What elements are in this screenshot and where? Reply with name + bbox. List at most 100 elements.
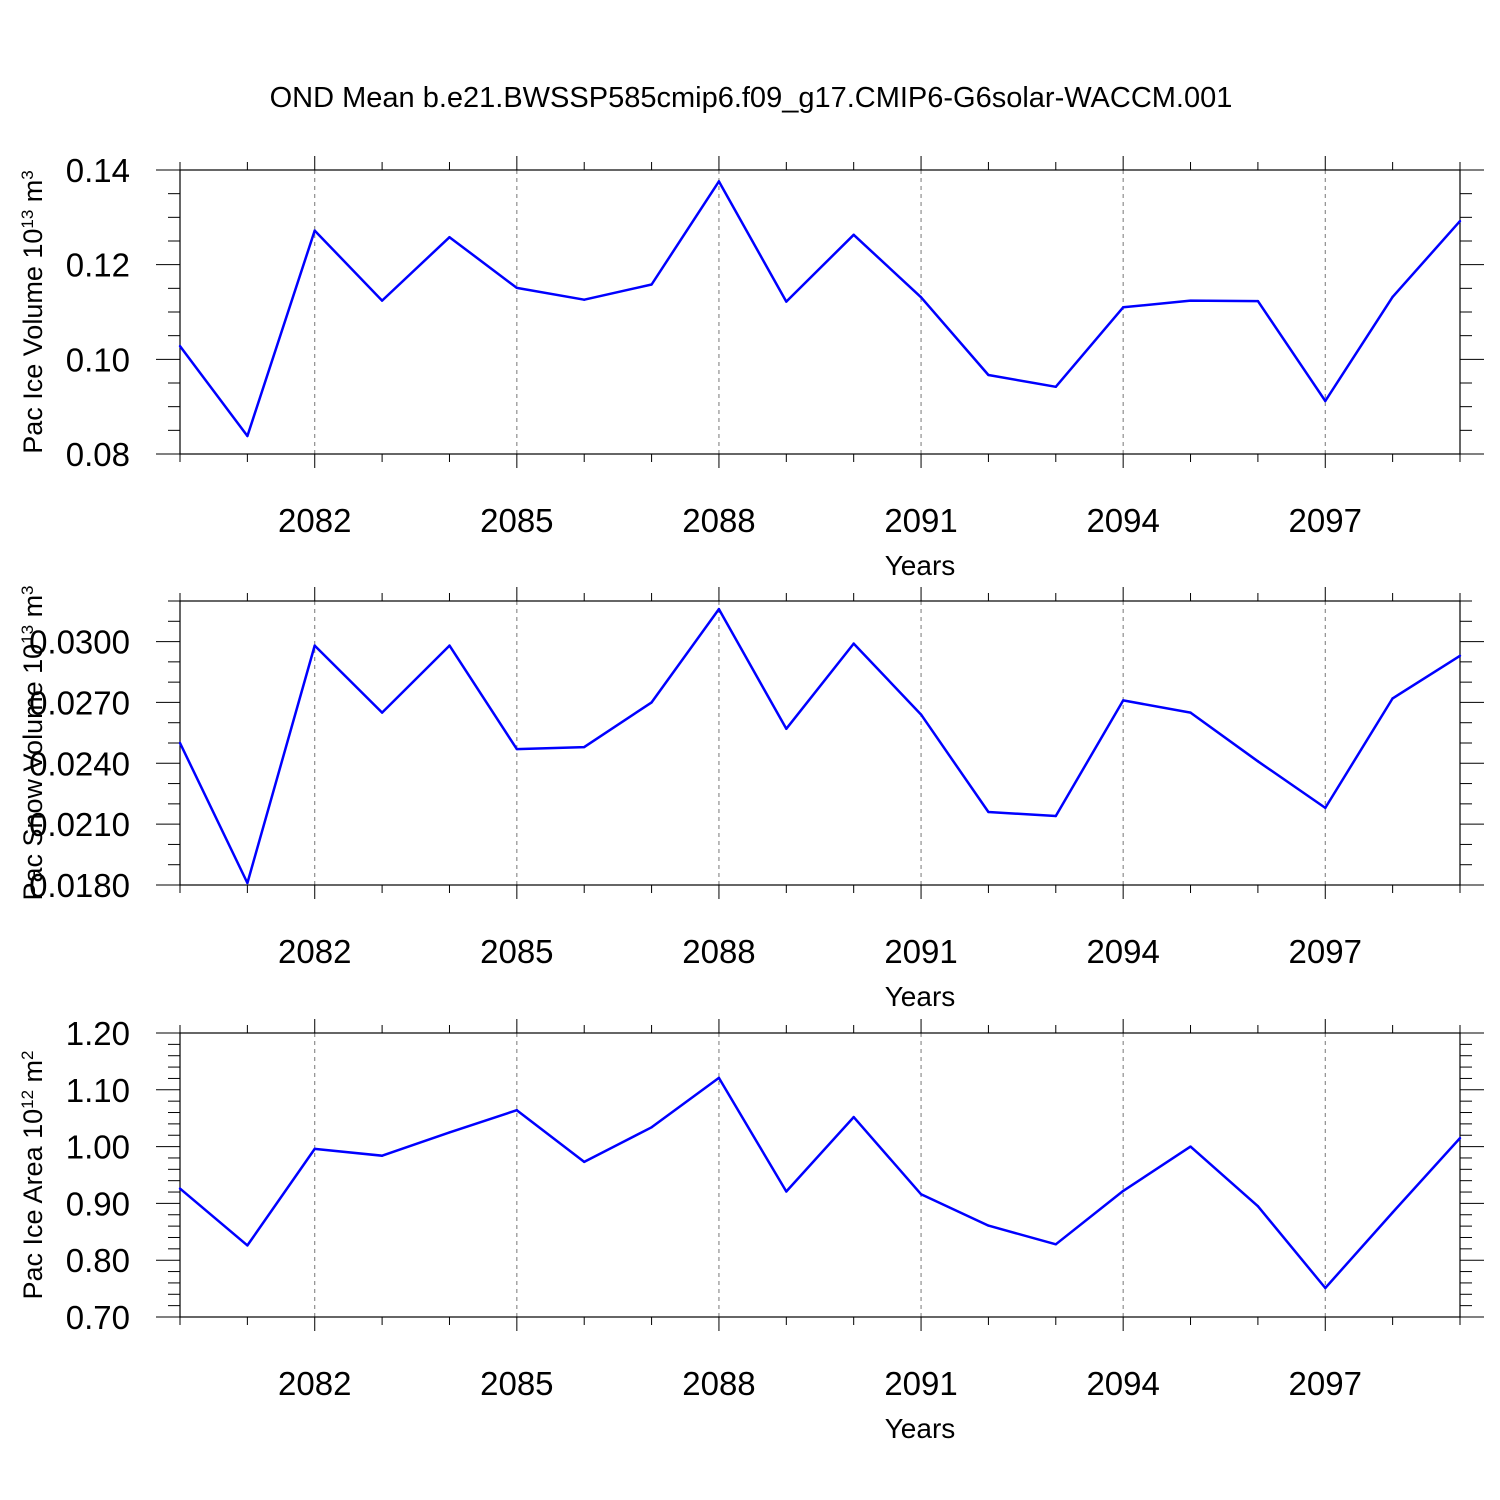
- x-tick-label: 2094: [1086, 933, 1159, 970]
- data-point: [583, 298, 586, 301]
- data-point: [1054, 814, 1057, 818]
- x-tick-label: 2091: [884, 502, 957, 539]
- data-point: [246, 881, 249, 885]
- series-line: [179, 1076, 1461, 1290]
- data-point: [650, 283, 653, 286]
- data-point: [987, 1224, 990, 1227]
- data-point: [852, 1115, 855, 1119]
- data-point: [380, 1154, 384, 1157]
- data-point: [313, 229, 316, 232]
- data-point: [313, 1147, 316, 1151]
- data-point: [650, 701, 653, 704]
- data-point: [1458, 219, 1462, 223]
- data-point: [1256, 299, 1260, 303]
- y-tick-label: 0.14: [66, 152, 130, 189]
- y-axis-label: Pac Ice Area 1012 m2: [18, 1050, 48, 1299]
- plot-frame: [179, 1032, 1461, 1318]
- x-tick-label: 2082: [278, 502, 351, 539]
- data-point: [1189, 299, 1192, 302]
- data-point: [1121, 306, 1125, 309]
- series-line: [178, 607, 1461, 885]
- figure-title: OND Mean b.e21.BWSSP585cmip6.f09_g17.CMI…: [270, 82, 1233, 114]
- y-tick-label: 0.08: [66, 436, 130, 473]
- data-point: [1256, 760, 1260, 763]
- y-tick-label: 0.0240: [29, 745, 130, 782]
- data-point: [448, 236, 451, 239]
- data-point: [313, 644, 316, 647]
- data-point: [178, 1187, 182, 1190]
- data-point: [448, 644, 451, 647]
- x-tick-label: 2088: [682, 933, 755, 970]
- y-tick-label: 1.20: [66, 1015, 130, 1052]
- data-point: [1189, 711, 1192, 714]
- x-axis-label: Years: [885, 981, 956, 1012]
- y-tick-label: 0.0270: [29, 684, 130, 721]
- data-point: [246, 434, 249, 438]
- x-tick-label: 2091: [884, 1365, 957, 1402]
- y-tick-label: 0.80: [66, 1242, 130, 1279]
- data-point: [246, 1244, 249, 1247]
- x-tick-label: 2094: [1086, 502, 1159, 539]
- x-axis-label: Years: [885, 1413, 956, 1444]
- y-tick-label: 0.0300: [29, 624, 130, 661]
- data-point: [1121, 1189, 1125, 1193]
- data-point: [1324, 806, 1327, 810]
- x-tick-label: 2085: [480, 502, 553, 539]
- data-point: [987, 373, 990, 377]
- y-tick-label: 0.0210: [29, 806, 130, 843]
- plot-frame: [179, 169, 1461, 455]
- data-point: [852, 233, 855, 237]
- x-tick-label: 2088: [682, 502, 755, 539]
- x-tick-label: 2082: [278, 1365, 351, 1402]
- plot-frame: [179, 600, 1461, 886]
- data-point: [1458, 654, 1462, 657]
- y-tick-label: 0.90: [66, 1185, 130, 1222]
- x-axis-label: Years: [885, 550, 956, 581]
- data-point: [785, 300, 788, 303]
- data-point: [717, 607, 721, 611]
- x-tick-label: 2085: [480, 933, 553, 970]
- data-point: [1458, 1136, 1462, 1140]
- x-tick-label: 2091: [884, 933, 957, 970]
- data-point: [1256, 1205, 1260, 1208]
- data-point: [1121, 699, 1125, 702]
- y-tick-label: 1.10: [66, 1072, 130, 1109]
- chart-panel-2: 0.0180 0.0210 0.0240 0.0270 0.0300 2082 2085 20…: [18, 585, 1484, 1012]
- chart-panel-3: 0.70 0.80 0.90 1.00 1.10 1.20 2082 2085 2088 2091…: [18, 1015, 1484, 1444]
- data-point: [919, 1193, 923, 1196]
- data-point: [515, 747, 519, 751]
- data-point: [1324, 1286, 1327, 1290]
- data-point: [650, 1126, 653, 1129]
- data-point: [717, 1076, 721, 1080]
- data-point: [717, 180, 721, 183]
- data-point: [1054, 385, 1057, 388]
- x-tick-label: 2094: [1086, 1365, 1159, 1402]
- data-point: [1324, 399, 1327, 403]
- data-point: [583, 1160, 586, 1164]
- data-point: [178, 741, 182, 745]
- data-point: [1054, 1243, 1057, 1246]
- data-point: [1189, 1145, 1192, 1148]
- data-point: [515, 1109, 519, 1112]
- y-tick-label: 0.12: [66, 247, 130, 284]
- data-point: [515, 286, 519, 290]
- data-point: [583, 745, 586, 749]
- y-axis-label: Pac Ice Volume 1013 m3: [18, 170, 48, 454]
- chart-panel-1: 0.08 0.10 0.12 0.14 2082 2085 2088 2091 2094 2097…: [18, 152, 1484, 581]
- y-tick-label: 0.0180: [29, 867, 130, 904]
- x-tick-label: 2097: [1289, 1365, 1362, 1402]
- data-point: [919, 296, 923, 299]
- data-point: [178, 344, 182, 348]
- data-point: [987, 810, 990, 814]
- data-point: [1391, 1211, 1394, 1214]
- x-tick-label: 2088: [682, 1365, 755, 1402]
- x-tick-label: 2082: [278, 933, 351, 970]
- data-point: [1391, 697, 1394, 700]
- y-tick-label: 0.70: [66, 1299, 130, 1336]
- data-point: [852, 642, 855, 645]
- data-point: [785, 1190, 788, 1193]
- x-tick-label: 2085: [480, 1365, 553, 1402]
- y-tick-label: 0.10: [66, 341, 130, 378]
- data-point: [380, 299, 384, 302]
